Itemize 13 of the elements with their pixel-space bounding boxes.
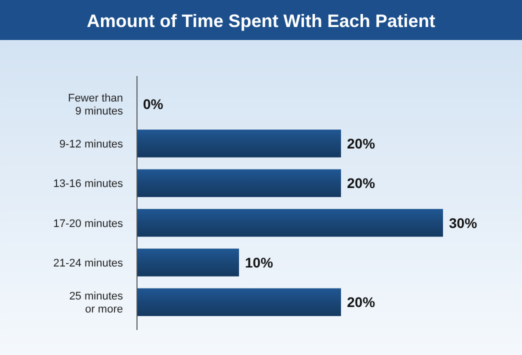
y-tick-label: 13-16 minutes <box>53 178 124 190</box>
y-tick-label: 9-12 minutes <box>59 138 124 150</box>
data-label: 30% <box>449 214 478 231</box>
chart-title: Amount of Time Spent With Each Patient <box>86 11 436 31</box>
data-label: 20% <box>347 136 376 152</box>
data-label: 20% <box>347 175 376 192</box>
data-label: 20% <box>347 294 376 310</box>
y-tick-label: 21-24 minutes <box>53 258 124 270</box>
data-label: 10% <box>245 254 274 270</box>
data-label: 0% <box>143 96 164 112</box>
y-tick-label: Fewer than 9 minutes <box>68 92 124 118</box>
y-tick-label: 25 minutes or more <box>69 290 124 316</box>
y-tick-label: 17-20 minutes <box>53 218 124 230</box>
